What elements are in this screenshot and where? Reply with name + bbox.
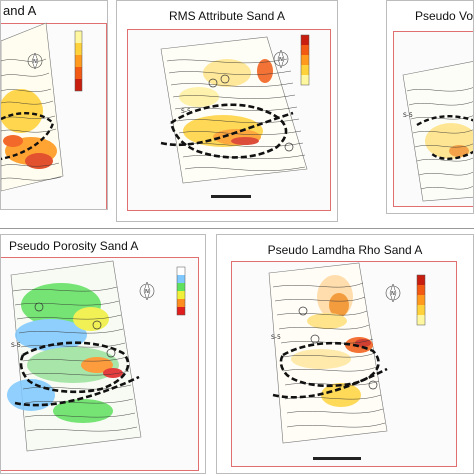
fault-line bbox=[14, 375, 140, 407]
panel-title: Pseudo Vo bbox=[415, 9, 474, 23]
north-arrow-icon: N bbox=[273, 49, 289, 69]
contour-lines bbox=[12, 286, 138, 432]
fault-polygon bbox=[19, 341, 130, 394]
well-markers bbox=[208, 74, 294, 152]
fault-line bbox=[160, 111, 294, 147]
map-canvas: S-5 N bbox=[160, 34, 310, 198]
panel-3: Pseudo Vo S-5 bbox=[386, 0, 474, 214]
north-arrow-icon: N bbox=[139, 281, 155, 301]
fault-line bbox=[272, 367, 388, 399]
svg-text:N: N bbox=[145, 289, 149, 295]
svg-text:N: N bbox=[279, 57, 283, 63]
well-label: S-5 bbox=[181, 108, 191, 115]
map-canvas: N bbox=[1, 22, 83, 192]
map-canvas: S-5 N bbox=[7, 260, 186, 452]
well-label: S-5 bbox=[403, 112, 413, 119]
svg-text:N: N bbox=[391, 291, 395, 297]
amplitude-fill bbox=[1, 89, 57, 169]
well-markers bbox=[34, 302, 116, 358]
contour-lines bbox=[272, 282, 386, 428]
panel-title: and A bbox=[3, 3, 37, 18]
scale-bar-icon bbox=[313, 457, 361, 460]
panel-title: Pseudo Lamdha Rho Sand A bbox=[267, 243, 423, 257]
well-label: S-5 bbox=[11, 342, 21, 349]
map-canvas: S-5 bbox=[402, 61, 473, 202]
fault-polygon bbox=[1, 112, 55, 161]
panel-title: Pseudo Porosity Sand A bbox=[9, 239, 139, 253]
north-arrow-icon: N bbox=[27, 52, 43, 70]
panel-1: and A bbox=[0, 0, 108, 210]
colorbar bbox=[74, 30, 83, 92]
fault-polygon bbox=[169, 103, 288, 159]
colorbar bbox=[416, 274, 426, 326]
svg-text:N: N bbox=[33, 59, 37, 65]
fault-polygon bbox=[416, 115, 473, 160]
amplitude-fill bbox=[179, 59, 273, 147]
contour-lines bbox=[406, 87, 473, 190]
well-markers bbox=[298, 306, 378, 390]
panel-title: RMS Attribute Sand A bbox=[168, 9, 286, 23]
north-arrow-icon: N bbox=[385, 283, 401, 303]
panel-5: Pseudo Lamdha Rho Sand A bbox=[216, 234, 474, 474]
map-canvas: S-5 N bbox=[268, 262, 426, 460]
panel-2: RMS Attribute Sand A bbox=[116, 0, 338, 222]
panel-4: Pseudo Porosity Sand A bbox=[0, 234, 206, 474]
map-area bbox=[1, 22, 64, 192]
colorbar bbox=[176, 266, 186, 316]
well-label: S-5 bbox=[271, 334, 281, 341]
row-divider bbox=[0, 228, 474, 229]
colorbar bbox=[300, 34, 310, 86]
scale-bar-icon bbox=[211, 195, 251, 198]
contour-lines bbox=[1, 58, 62, 181]
